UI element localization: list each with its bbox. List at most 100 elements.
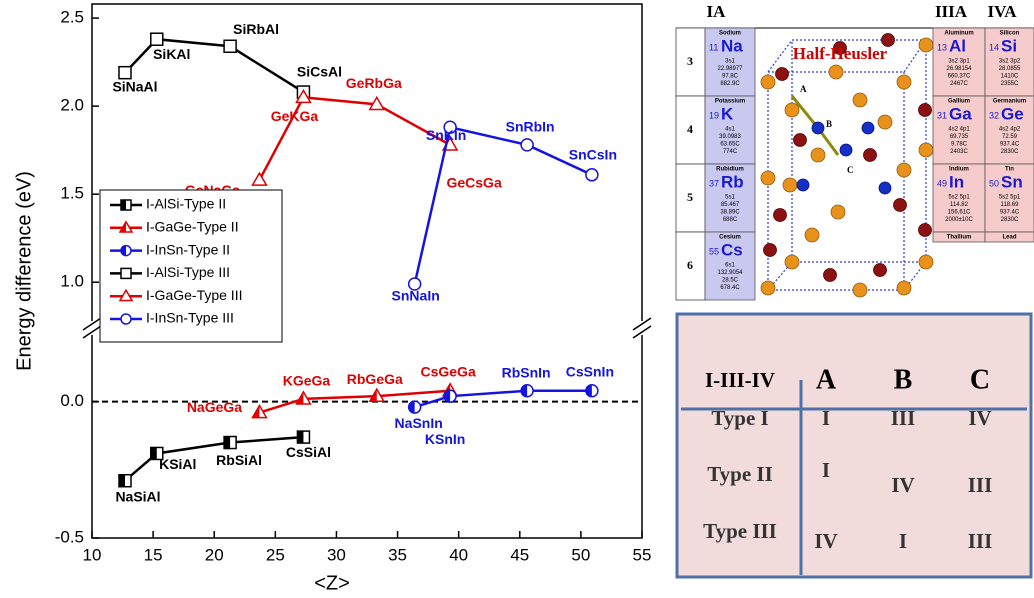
element-detail: 97.8C <box>722 74 739 80</box>
element-detail: 2830C <box>1001 149 1019 155</box>
table-header: A <box>816 364 837 395</box>
series-line <box>415 127 592 284</box>
element-detail: 2403C <box>950 149 968 155</box>
point-label: NaGeGa <box>187 399 242 415</box>
element-name: Thallium <box>947 235 972 241</box>
table-cell: I <box>899 529 907 553</box>
element-detail: 4s1 <box>725 127 735 133</box>
data-point <box>151 33 163 45</box>
element-number: 37 <box>709 178 719 188</box>
point-label: SnKIn <box>426 127 466 143</box>
marker-half <box>252 406 259 418</box>
table-cell: III <box>968 529 993 553</box>
point-label: RbGeGa <box>347 371 403 387</box>
atom <box>897 163 911 177</box>
atom <box>919 104 932 117</box>
element-detail: 132.9054 <box>717 270 743 276</box>
element-detail: 28.0855 <box>999 66 1021 72</box>
atom <box>829 65 843 79</box>
data-point <box>409 401 421 413</box>
point-label: CsGeGa <box>420 363 475 379</box>
point-label: GeRbGa <box>346 75 402 91</box>
element-number: 50 <box>989 178 999 188</box>
cube-edge <box>768 40 792 72</box>
atom <box>894 199 907 212</box>
atom <box>831 205 845 219</box>
x-tick-label: 10 <box>83 545 102 564</box>
x-tick-label: 25 <box>266 545 285 564</box>
point-label: KGeGa <box>283 373 331 389</box>
element-detail: 5s2 5p1 <box>999 195 1021 201</box>
atom <box>797 179 809 191</box>
page: {"chart_data": {"type": "line", "x_label… <box>0 0 1034 598</box>
atom <box>879 182 891 194</box>
element-detail: 6s1 <box>725 263 735 269</box>
y-tick-label: 1.0 <box>60 272 84 291</box>
atom <box>812 122 824 134</box>
marker-body <box>252 173 266 185</box>
element-detail: 937.4C <box>1000 210 1020 216</box>
x-tick-label: 45 <box>510 545 529 564</box>
point-label: CsSiAl <box>286 444 331 460</box>
element-detail: 9.78C <box>951 142 968 148</box>
table-cell: I <box>822 458 830 482</box>
marker-body <box>586 169 598 181</box>
element-detail: 72.59 <box>1002 134 1018 140</box>
table-cell: III <box>968 473 993 497</box>
y-tick-label: 2.0 <box>60 96 84 115</box>
point-label: SiCsAl <box>297 64 342 80</box>
element-number: 55 <box>709 246 719 256</box>
period-label: 5 <box>687 190 693 204</box>
x-tick-label: 50 <box>571 545 590 564</box>
table-cell: IV <box>968 406 991 430</box>
atom <box>785 103 799 117</box>
point-label: SiRbAl <box>233 21 279 37</box>
marker-body <box>151 33 163 45</box>
marker-body <box>521 139 533 151</box>
element-detail: 2355C <box>1001 81 1019 87</box>
atom <box>919 255 933 269</box>
data-point <box>224 40 236 52</box>
data-point <box>297 431 309 443</box>
table-cell: I <box>822 406 830 430</box>
legend-label: I-GaGe-Type III <box>146 287 242 303</box>
point-label: SnNaIn <box>392 288 440 304</box>
legend-label: I-InSn-Type III <box>146 310 234 326</box>
element-detail: 63.65C <box>720 142 740 148</box>
x-tick-label: 20 <box>205 545 224 564</box>
legend-label: I-AlSi-Type III <box>146 264 230 280</box>
element-detail: 678.4C <box>720 285 740 291</box>
atom <box>864 149 877 162</box>
data-point <box>119 67 131 79</box>
site-label: C <box>847 165 854 175</box>
x-axis-label: <Z> <box>314 572 350 594</box>
atom <box>853 283 867 297</box>
point-label: CsSnIn <box>566 363 614 379</box>
element-detail: 2467C <box>950 81 968 87</box>
legend-marker <box>121 314 131 324</box>
element-symbol: K <box>721 104 734 123</box>
period-label: 6 <box>687 258 693 272</box>
marker-half <box>119 475 125 487</box>
y-tick-label: -0.5 <box>55 527 84 546</box>
table-cell: Type II <box>707 462 773 486</box>
y-tick-label: 0.0 <box>60 391 84 410</box>
element-detail: 26.98154 <box>946 66 972 72</box>
legend-label: I-InSn-Type II <box>146 241 230 257</box>
atom <box>862 122 874 134</box>
element-detail: 118.69 <box>1001 202 1020 208</box>
marker-half <box>297 431 303 443</box>
point-label: NaSiAl <box>115 488 160 504</box>
group-header: IVA <box>988 2 1018 21</box>
element-number: 32 <box>989 110 999 120</box>
atom <box>764 244 777 257</box>
series-line <box>415 391 592 407</box>
legend-marker <box>121 246 131 256</box>
atom <box>761 281 775 295</box>
group-header: IA <box>707 2 727 21</box>
point-label: SiKAl <box>153 46 190 62</box>
data-point <box>224 437 236 449</box>
element-number: 14 <box>989 42 999 52</box>
atom <box>805 228 819 242</box>
element-symbol: Sn <box>1001 172 1023 191</box>
